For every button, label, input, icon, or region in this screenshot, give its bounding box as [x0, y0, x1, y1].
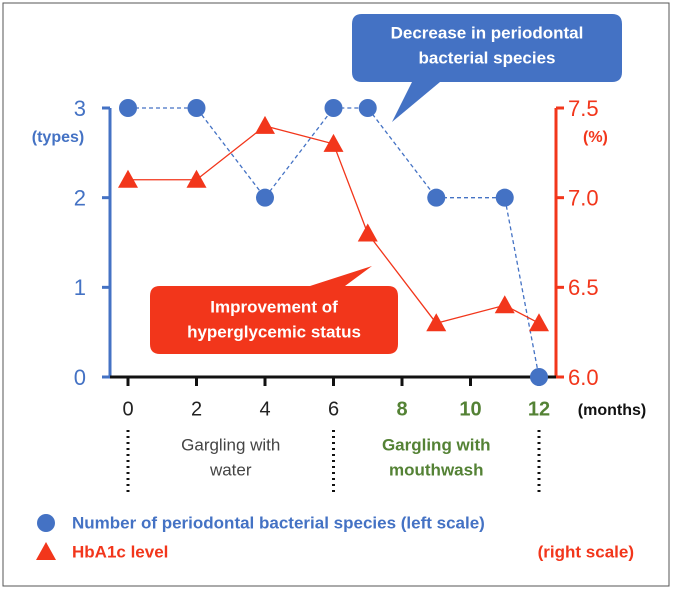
- y2-axis-unit: (%): [583, 129, 608, 146]
- point: [186, 169, 207, 188]
- x-tick-label: 4: [259, 398, 270, 420]
- point: [119, 99, 137, 117]
- legend-label: Number of periodontal bacterial species …: [72, 513, 485, 532]
- phase-label: Gargling with: [181, 435, 280, 454]
- legend-marker: [37, 514, 55, 532]
- point: [494, 295, 515, 314]
- point: [427, 188, 446, 207]
- callout-text: Decrease in periodontal: [391, 23, 584, 42]
- point: [530, 368, 548, 386]
- x-axis-unit: (months): [578, 402, 646, 419]
- legend-label: HbA1c level: [72, 542, 168, 561]
- phase-label: Gargling with: [382, 435, 491, 454]
- y-tick-label: 1: [74, 275, 86, 300]
- callout-text: bacterial species: [418, 48, 555, 67]
- callout-text: hyperglycemic status: [187, 322, 361, 341]
- y2-tick-label: 6.5: [568, 275, 599, 300]
- x-tick-label: 10: [459, 398, 481, 420]
- y-tick-label: 0: [74, 365, 86, 390]
- y2-tick-label: 6.0: [568, 365, 599, 390]
- point: [324, 99, 343, 117]
- y2-tick-label: 7.5: [568, 96, 599, 121]
- point: [426, 313, 447, 332]
- point: [323, 133, 344, 152]
- x-tick-label: 12: [528, 398, 550, 420]
- legend-marker: [36, 542, 56, 560]
- series-line: [128, 107, 540, 378]
- point: [256, 188, 274, 207]
- point: [187, 99, 206, 117]
- y2-tick-label: 7.0: [568, 185, 599, 210]
- phase-label: mouthwash: [389, 460, 483, 479]
- point: [358, 99, 377, 117]
- point: [529, 313, 549, 332]
- phase-label: water: [209, 460, 252, 479]
- point: [255, 115, 275, 134]
- point: [495, 188, 514, 207]
- x-tick-label: 8: [396, 398, 407, 420]
- legend-note: (right scale): [538, 542, 634, 561]
- y-axis-unit: (types): [32, 129, 84, 146]
- point: [118, 169, 138, 188]
- callout-text: Improvement of: [210, 297, 338, 316]
- point: [357, 223, 378, 242]
- y-tick-label: 2: [74, 185, 86, 210]
- x-tick-label: 6: [328, 398, 339, 420]
- series-line: [128, 125, 540, 324]
- y-tick-label: 3: [74, 96, 86, 121]
- callout-box: [150, 266, 398, 354]
- callout-box: [352, 14, 622, 122]
- x-tick-label: 2: [191, 398, 202, 420]
- x-tick-label: 0: [122, 398, 133, 420]
